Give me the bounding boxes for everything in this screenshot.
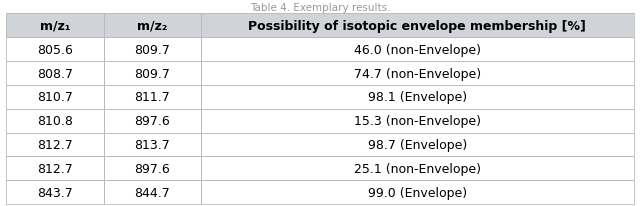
Text: 897.6: 897.6 bbox=[134, 162, 170, 175]
Text: 809.7: 809.7 bbox=[134, 43, 170, 56]
Text: m/z₁: m/z₁ bbox=[40, 20, 70, 33]
Text: 897.6: 897.6 bbox=[134, 115, 170, 128]
Text: 99.0 (Envelope): 99.0 (Envelope) bbox=[367, 186, 467, 199]
Text: Possibility of isotopic envelope membership [%]: Possibility of isotopic envelope members… bbox=[248, 20, 586, 33]
Text: 25.1 (non-Envelope): 25.1 (non-Envelope) bbox=[354, 162, 481, 175]
Text: 813.7: 813.7 bbox=[134, 138, 170, 151]
Text: 811.7: 811.7 bbox=[134, 91, 170, 104]
Text: 809.7: 809.7 bbox=[134, 67, 170, 80]
Bar bbox=[104, 14, 201, 38]
Text: Table 4. Exemplary results.: Table 4. Exemplary results. bbox=[250, 3, 390, 13]
Bar bbox=[201, 38, 634, 62]
Bar bbox=[104, 62, 201, 85]
Bar bbox=[201, 85, 634, 109]
Bar bbox=[6, 38, 104, 62]
Text: 98.7 (Envelope): 98.7 (Envelope) bbox=[367, 138, 467, 151]
Bar bbox=[6, 133, 104, 157]
Bar bbox=[6, 109, 104, 133]
Bar bbox=[201, 109, 634, 133]
Bar bbox=[6, 85, 104, 109]
Bar bbox=[104, 157, 201, 180]
Bar bbox=[104, 133, 201, 157]
Bar bbox=[6, 62, 104, 85]
Text: 810.7: 810.7 bbox=[37, 91, 73, 104]
Bar bbox=[201, 157, 634, 180]
Text: 812.7: 812.7 bbox=[37, 162, 73, 175]
Bar bbox=[104, 85, 201, 109]
Bar bbox=[6, 180, 104, 204]
Text: 15.3 (non-Envelope): 15.3 (non-Envelope) bbox=[354, 115, 481, 128]
Text: 812.7: 812.7 bbox=[37, 138, 73, 151]
Bar bbox=[201, 14, 634, 38]
Text: 808.7: 808.7 bbox=[37, 67, 73, 80]
Bar bbox=[6, 14, 104, 38]
Bar bbox=[6, 157, 104, 180]
Bar bbox=[104, 180, 201, 204]
Text: 74.7 (non-Envelope): 74.7 (non-Envelope) bbox=[354, 67, 481, 80]
Text: 844.7: 844.7 bbox=[134, 186, 170, 199]
Text: 46.0 (non-Envelope): 46.0 (non-Envelope) bbox=[354, 43, 481, 56]
Bar bbox=[201, 62, 634, 85]
Text: 805.6: 805.6 bbox=[37, 43, 73, 56]
Bar bbox=[201, 133, 634, 157]
Text: m/z₂: m/z₂ bbox=[137, 20, 167, 33]
Bar bbox=[201, 180, 634, 204]
Text: 843.7: 843.7 bbox=[37, 186, 73, 199]
Bar bbox=[104, 38, 201, 62]
Bar bbox=[104, 109, 201, 133]
Text: 98.1 (Envelope): 98.1 (Envelope) bbox=[367, 91, 467, 104]
Text: 810.8: 810.8 bbox=[37, 115, 73, 128]
